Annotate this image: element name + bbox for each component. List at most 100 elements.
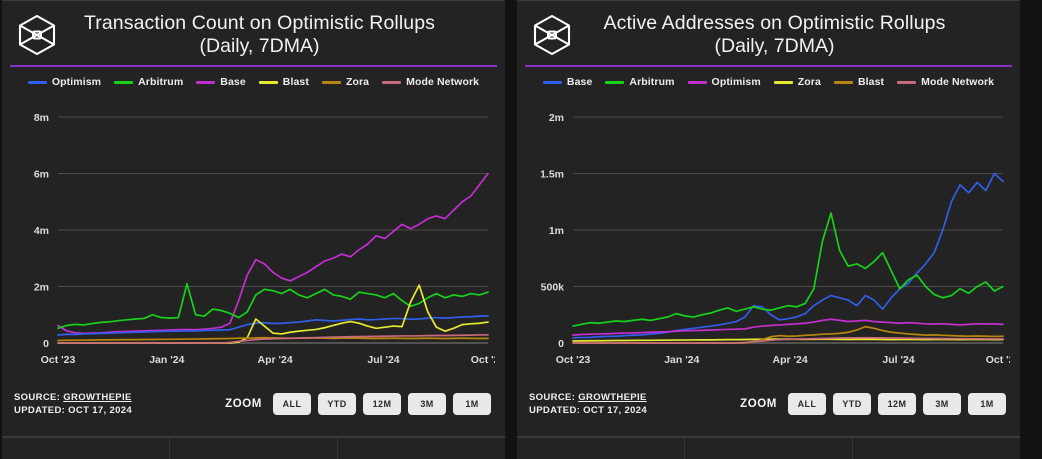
source-link[interactable]: GROWTHEPIE <box>578 392 647 403</box>
next-panels-row-partial <box>0 437 1042 459</box>
source-prefix: SOURCE: <box>529 392 579 403</box>
series-line-arbitrum <box>572 212 1004 327</box>
legend-swatch-icon <box>27 80 47 84</box>
chart-plot-area[interactable]: 0 2m 4m 6m 8m Oct '23 Jan '24 Apr '24 Jul '24 Oc… <box>2 97 505 372</box>
legend-label: Base <box>566 76 593 88</box>
zoom-button-12m[interactable]: 12M <box>878 393 916 415</box>
x-axis-labels: Oct '23 Jan '24 Apr '24 Jul '24 Oct '24 <box>41 354 495 366</box>
zoom-button-3m[interactable]: 3M <box>923 393 961 415</box>
legend-item-arbitrum[interactable]: Arbitrum <box>114 76 183 88</box>
panel-title-line2: (Daily, 7DMA) <box>199 35 320 57</box>
x-tick-label: Oct '23 <box>41 354 76 366</box>
legend-swatch-icon <box>196 80 216 84</box>
y-axis-labels: 0 500k 1m 1.5m 2m <box>540 112 564 350</box>
legend-label: Mode Network <box>921 76 995 88</box>
legend-item-mode-network[interactable]: Mode Network <box>382 76 479 88</box>
x-tick-label: Apr '24 <box>773 354 808 366</box>
x-axis-labels: Oct '23 Jan '24 Apr '24 Jul '24 Oct '24 <box>556 354 1010 366</box>
legend-label: Blast <box>282 76 309 88</box>
y-gridlines <box>573 116 1003 344</box>
legend-swatch-icon <box>897 80 917 84</box>
zoom-label: ZOOM <box>740 398 777 410</box>
legend-label: Optimism <box>51 76 102 88</box>
legend-label: Arbitrum <box>629 76 675 88</box>
x-tick-label: Oct '24 <box>986 354 1010 366</box>
panel-title-line2: (Daily, 7DMA) <box>714 35 835 57</box>
next-panel-left[interactable] <box>2 437 505 459</box>
series-line-mode-network <box>57 333 489 344</box>
legend-swatch-icon <box>382 80 402 84</box>
legend-item-optimism[interactable]: Optimism <box>27 76 102 88</box>
zoom-button-all[interactable]: ALL <box>273 393 311 415</box>
legend-item-zora[interactable]: Zora <box>773 76 821 88</box>
zoom-button-ytd[interactable]: YTD <box>833 393 871 415</box>
panel-title: Active Addresses on Optimistic Rollups (… <box>577 12 1006 58</box>
panel-footer: SOURCE: GROWTHEPIE UPDATED: OCT 17, 2024… <box>517 378 1020 436</box>
legend-item-optimism[interactable]: Optimism <box>687 76 761 88</box>
source-prefix: SOURCE: <box>14 392 64 403</box>
legend-swatch-icon <box>321 80 341 84</box>
zoom-button-all[interactable]: ALL <box>788 393 826 415</box>
legend-item-blast[interactable]: Blast <box>258 76 309 88</box>
x-tick-label: Oct '24 <box>471 354 495 366</box>
legend-item-mode-network[interactable]: Mode Network <box>897 76 994 88</box>
legend-item-blast[interactable]: Blast <box>833 76 885 88</box>
zoom-button-1m[interactable]: 1M <box>968 393 1006 415</box>
series-lines <box>572 172 1004 344</box>
source-line: SOURCE: GROWTHEPIE <box>529 391 647 404</box>
zoom-button-1m[interactable]: 1M <box>453 393 491 415</box>
legend-swatch-icon <box>542 80 562 84</box>
panel-transaction-count: Transaction Count on Optimistic Rollups … <box>2 0 505 437</box>
series-line-blast <box>57 284 489 344</box>
y-tick-label: 500k <box>541 282 565 294</box>
zoom-button-12m[interactable]: 12M <box>363 393 401 415</box>
legend-item-base[interactable]: Base <box>196 76 246 88</box>
zoom-controls: ZOOM ALL YTD 12M 3M 1M <box>647 393 1006 415</box>
legend-label: Mode Network <box>406 76 480 88</box>
x-tick-label: Jan '24 <box>664 354 699 366</box>
legend-label: Arbitrum <box>138 76 184 88</box>
next-cell <box>517 438 685 459</box>
legend-swatch-icon <box>258 80 278 84</box>
next-cell <box>2 438 170 459</box>
x-tick-label: Jul '24 <box>367 354 399 366</box>
legend-item-zora[interactable]: Zora <box>321 76 369 88</box>
source-link[interactable]: GROWTHEPIE <box>63 392 132 403</box>
next-cell <box>685 438 853 459</box>
legend-swatch-icon <box>605 80 625 84</box>
panel-header: Active Addresses on Optimistic Rollups (… <box>517 1 1020 67</box>
legend-label: Optimism <box>711 76 761 88</box>
zoom-button-3m[interactable]: 3M <box>408 393 446 415</box>
next-cell <box>170 438 338 459</box>
panel-footer: SOURCE: GROWTHEPIE UPDATED: OCT 17, 2024… <box>2 378 505 436</box>
legend-swatch-icon <box>114 80 134 84</box>
y-tick-label: 2m <box>34 282 49 294</box>
chart-legend: Optimism Arbitrum Base Blast Zora <box>2 67 505 97</box>
series-line-base <box>57 172 489 335</box>
zoom-button-ytd[interactable]: YTD <box>318 393 356 415</box>
updated-line: UPDATED: OCT 17, 2024 <box>14 405 133 416</box>
panel-active-addresses: Active Addresses on Optimistic Rollups (… <box>517 0 1020 437</box>
y-gridlines <box>58 116 488 344</box>
x-tick-label: Jul '24 <box>882 354 914 366</box>
next-panel-right[interactable] <box>517 437 1020 459</box>
legend-item-arbitrum[interactable]: Arbitrum <box>605 76 674 88</box>
legend-swatch-icon <box>833 80 853 84</box>
x-tick-label: Jan '24 <box>149 354 184 366</box>
panel-title-line1: Active Addresses on Optimistic Rollups <box>603 12 946 34</box>
series-lines <box>57 172 489 344</box>
chart-plot-area[interactable]: 0 500k 1m 1.5m 2m Oct '23 Jan '24 Apr '24 Jul '… <box>517 97 1020 372</box>
x-tick-label: Apr '24 <box>258 354 293 366</box>
updated-line: UPDATED: OCT 17, 2024 <box>529 405 648 416</box>
series-line-optimism <box>572 318 1004 336</box>
source-line: SOURCE: GROWTHEPIE <box>14 391 132 404</box>
series-line-mode-network <box>572 336 1004 344</box>
y-tick-label: 1.5m <box>540 169 564 181</box>
series-line-arbitrum <box>57 282 489 330</box>
panels-row: Transaction Count on Optimistic Rollups … <box>2 0 1020 437</box>
legend-swatch-icon <box>687 80 707 84</box>
legend-label: Blast <box>857 76 885 88</box>
next-cell <box>338 438 505 459</box>
legend-item-base[interactable]: Base <box>542 76 593 88</box>
